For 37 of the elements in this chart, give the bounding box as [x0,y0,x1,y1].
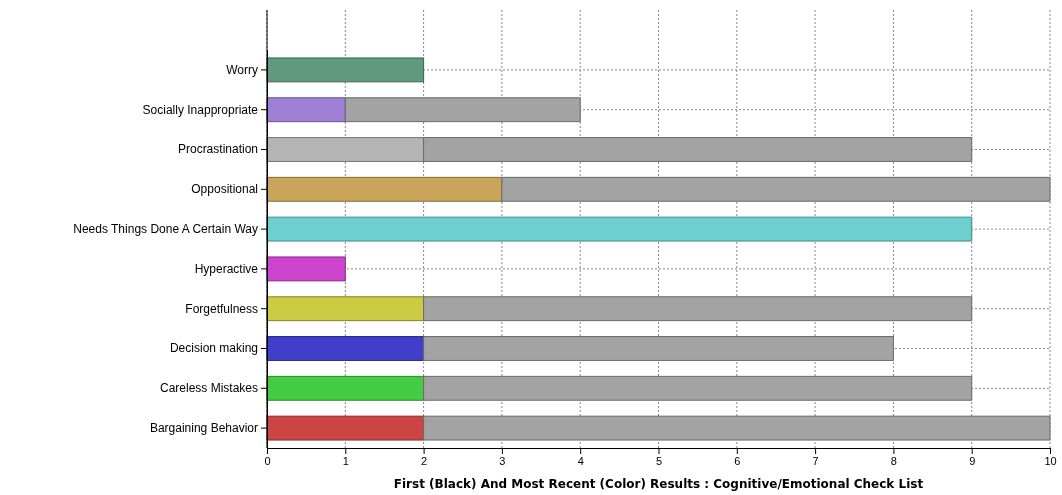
bar [423,375,973,401]
bar [266,256,346,282]
bar [266,375,425,401]
x-tick-label: 10 [1044,454,1057,467]
bar [266,336,425,361]
x-tick-label: 0 [264,454,271,467]
x-tick-label: 6 [734,454,741,467]
bar [266,57,425,83]
x-tick-label: 5 [655,454,663,467]
x-axis-title: First (Black) And Most Recent (Color) Results : Cognitive/Emotional Check List [393,477,924,491]
x-tick-label: 1 [342,454,349,467]
bar [423,296,973,322]
bar [266,216,973,242]
y-tick-label: Careless Mistakes [159,381,258,396]
bar [266,296,425,322]
bar [501,176,1051,202]
y-tick-label: Worry [226,62,258,77]
y-tick-label: Forgetfulness [185,301,258,316]
y-tick-label: Decision making [169,341,258,356]
y-tick-label: Socially Inappropriate [142,102,259,117]
y-tick-label: Bargaining Behavior [149,420,258,435]
bar [266,415,425,441]
bar [423,415,1051,441]
bar [266,176,503,202]
x-tick-label: 7 [812,454,819,467]
bar [423,336,894,361]
x-tick-label: 3 [499,454,506,467]
x-tick-label: 4 [577,454,584,467]
x-tick-label: 8 [890,454,897,467]
y-tick-label: Needs Things Done A Certain Way [73,221,258,236]
x-tick-label: 9 [969,454,976,467]
y-tick-label: Oppositional [191,182,258,197]
y-tick-label: Hyperactive [194,261,259,276]
bar [266,97,346,123]
bar [344,97,581,123]
y-tick-label: Procrastination [177,142,258,157]
x-tick-label: 2 [421,454,428,467]
